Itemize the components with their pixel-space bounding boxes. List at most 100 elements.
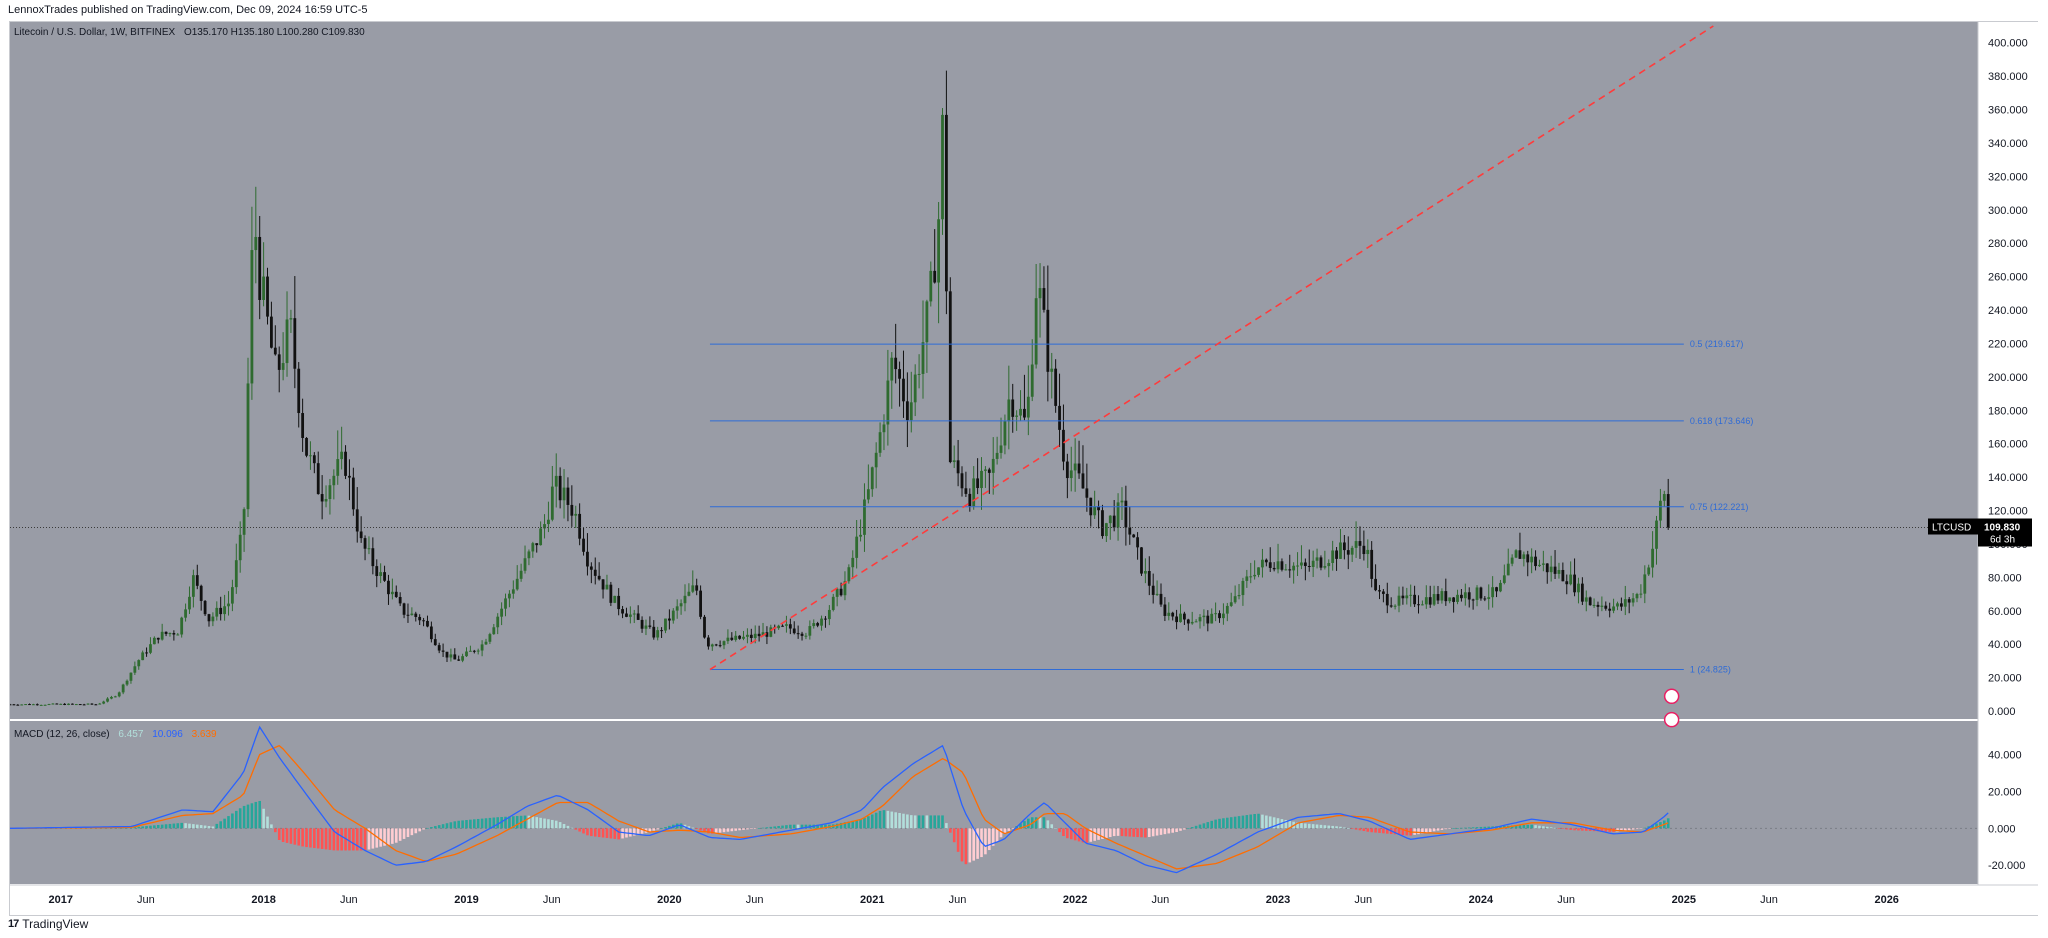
candle-body <box>1194 621 1198 623</box>
macd-hist-bar <box>574 828 578 830</box>
macd-hist-bar <box>1327 825 1331 829</box>
macd-hist-bar <box>757 828 761 829</box>
candle-body <box>492 627 496 635</box>
candle-body <box>113 696 117 698</box>
candle-body <box>589 566 593 570</box>
candle-body <box>613 595 617 603</box>
time-tick-label: Jun <box>1760 894 1778 906</box>
candle-body <box>933 270 937 283</box>
candle-body <box>1050 368 1054 372</box>
candle-body <box>1054 368 1058 406</box>
publish-line: LennoxTrades published on TradingView.co… <box>8 4 368 16</box>
candle-body <box>1245 576 1249 581</box>
macd-hist-bar <box>496 817 500 829</box>
macd-hist-bar <box>796 824 800 829</box>
macd-hist-bar <box>145 826 148 829</box>
candle-body <box>1077 463 1081 474</box>
macd-hist-bar <box>781 825 784 829</box>
candle-body <box>1128 527 1132 535</box>
candle-body <box>426 620 429 627</box>
macd-hist-bar <box>1155 828 1159 836</box>
candle-body <box>804 635 808 637</box>
price-pane[interactable] <box>10 22 1978 719</box>
candle-body <box>527 551 531 559</box>
candle-body <box>987 469 991 473</box>
candle-body <box>625 613 628 617</box>
macd-hist-bar <box>1467 827 1471 829</box>
candle-body <box>137 660 141 667</box>
candle-body <box>929 270 933 302</box>
macd-hist-bar <box>851 820 855 829</box>
price-axis[interactable] <box>1978 22 2038 915</box>
macd-hist-bar <box>746 828 749 830</box>
symbol-legend[interactable]: Litecoin / U.S. Dollar, 1W, BITFINEX O13… <box>14 27 365 38</box>
candle-body <box>1526 554 1530 563</box>
macd-hist-bar <box>1077 828 1081 842</box>
macd-hist-bar <box>800 824 804 829</box>
candle-body <box>1518 550 1522 559</box>
macd-hist-bar <box>1218 818 1221 829</box>
macd-hist-bar <box>894 812 897 829</box>
candle-body <box>465 651 468 657</box>
macd-hist-bar <box>870 814 874 829</box>
macd-legend[interactable]: MACD (12, 26, close) 6.457 10.096 3.639 <box>14 729 217 740</box>
macd-hist-bar <box>238 808 242 829</box>
macd-hist-bar <box>274 828 277 833</box>
macd-hist-bar <box>734 828 738 831</box>
candle-body <box>921 342 925 374</box>
price-tick-label: 20.000 <box>1988 673 2022 685</box>
price-tick-label: 360.000 <box>1988 105 2028 117</box>
macd-hist-bar <box>1206 822 1210 829</box>
candle-body <box>1179 613 1182 623</box>
time-tick-label: Jun <box>543 894 561 906</box>
macd-pane[interactable] <box>10 721 1978 884</box>
macd-hist-bar <box>890 811 894 829</box>
candle-body <box>429 626 433 640</box>
macd-hist-bar <box>508 816 511 829</box>
macd-hist-bar <box>586 828 589 836</box>
macd-hist-bar <box>211 826 215 829</box>
candle-body <box>995 452 999 459</box>
macd-hist-bar <box>199 825 203 829</box>
macd-hist-bar <box>1027 818 1030 829</box>
macd-hist-bar <box>457 820 460 829</box>
macd-hist-bar <box>348 828 351 851</box>
macd-hist-bar <box>855 820 858 829</box>
candle-body <box>714 644 718 646</box>
macd-hist-bar <box>1284 819 1288 829</box>
price-tick-label: 280.000 <box>1988 238 2028 250</box>
candle-body <box>1011 399 1015 417</box>
candle-body <box>1202 615 1206 618</box>
candle-body <box>1214 613 1218 615</box>
candle-body <box>78 704 82 706</box>
candle-body <box>324 499 328 502</box>
candle-body <box>1007 399 1011 422</box>
macd-hist-bar <box>621 828 624 839</box>
macd-hist-bar <box>613 828 617 839</box>
candle-body <box>937 219 940 283</box>
candle-body <box>597 575 601 580</box>
macd-hist-bar <box>1464 827 1467 829</box>
macd-hist-bar <box>1147 828 1151 837</box>
candle-body <box>504 598 507 609</box>
macd-hist-bar <box>1514 825 1518 829</box>
macd-hist-bar <box>262 808 265 829</box>
macd-hist-bar <box>1588 828 1592 831</box>
macd-hist-bar <box>484 818 488 829</box>
macd-hist-bar <box>1210 820 1214 829</box>
macd-hist-bar <box>414 828 418 834</box>
candle-body <box>1510 557 1514 564</box>
price-tick-label: 260.000 <box>1988 272 2028 284</box>
macd-hist-bar <box>367 828 371 850</box>
macd-hist-bar <box>558 822 562 829</box>
macd-hist-bar <box>1202 823 1206 829</box>
candle-body <box>972 478 976 507</box>
candle-body <box>270 316 273 348</box>
price-chart[interactable]: 0.5 (219.617) 0.618 (173.646) 0.75 (122.22… <box>10 22 2038 915</box>
event-icons[interactable] <box>1663 688 1680 728</box>
candle-body <box>32 704 35 706</box>
candle-body <box>722 641 726 646</box>
macd-hist-bar <box>453 821 457 829</box>
candle-body <box>632 613 636 615</box>
candle-body <box>86 703 90 705</box>
